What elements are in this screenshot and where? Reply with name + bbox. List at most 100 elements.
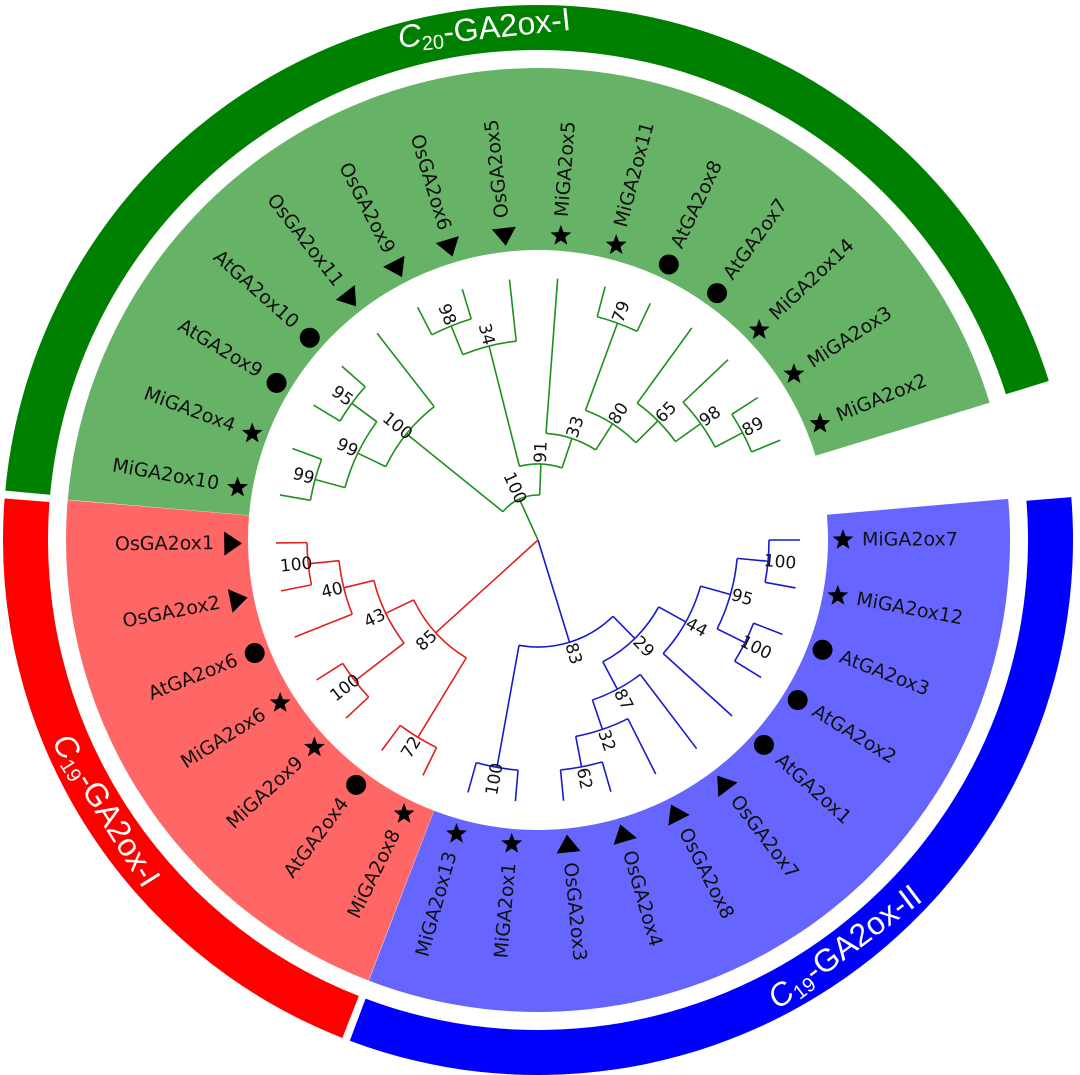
branch: [467, 762, 478, 793]
branch-arc: [575, 717, 629, 738]
branch-arc: [716, 558, 738, 630]
bootstrap-value: 87: [609, 686, 637, 714]
marker-star: [783, 363, 805, 384]
marker-triangle: [435, 236, 459, 257]
bootstrap-value: 100: [737, 632, 775, 664]
branch: [292, 447, 322, 461]
branch: [351, 402, 378, 423]
marker-triangle: [668, 804, 690, 826]
marker-circle: [299, 327, 320, 348]
marker-star: [832, 529, 854, 549]
branch-arc: [385, 406, 435, 467]
branch: [591, 699, 604, 730]
branch: [357, 452, 387, 468]
marker-star: [605, 234, 627, 255]
branch-arc: [462, 340, 517, 356]
branch: [279, 494, 311, 502]
bootstrap-value: 99: [333, 434, 361, 461]
marker-triangle: [383, 255, 405, 278]
leaf-label: MiGA2ox7: [862, 529, 958, 551]
branch: [764, 581, 796, 589]
branch: [385, 599, 415, 615]
marker-circle: [753, 734, 774, 755]
branch: [514, 770, 519, 802]
branch: [345, 696, 370, 719]
branch: [308, 559, 340, 565]
marker-circle: [266, 372, 287, 393]
branch-arc: [636, 402, 677, 443]
bootstrap-value: 100: [326, 670, 364, 706]
branch: [674, 422, 702, 443]
branch: [405, 433, 504, 513]
branch-arc: [602, 606, 660, 663]
marker-circle: [244, 643, 265, 664]
marker-circle: [658, 254, 679, 275]
branch: [612, 615, 636, 639]
clade-ring: [349, 497, 1073, 1075]
branch-arc: [502, 494, 540, 513]
branch-arc: [338, 560, 353, 615]
bootstrap-value: 43: [361, 605, 389, 632]
marker-circle: [707, 283, 728, 304]
marker-triangle: [335, 285, 357, 307]
branch: [538, 464, 542, 496]
branch: [559, 769, 565, 801]
marker-circle: [346, 774, 367, 795]
branch-arc: [733, 622, 755, 662]
bootstrap-value: 89: [739, 413, 767, 441]
branch: [488, 345, 521, 467]
marker-star: [748, 319, 770, 339]
branch: [658, 606, 687, 623]
leaf-label: OsGA2ox1: [115, 532, 214, 555]
branch: [417, 657, 467, 738]
branch: [639, 674, 698, 750]
bootstrap-value: 100: [378, 408, 416, 444]
branch: [508, 279, 518, 342]
marker-star: [501, 832, 523, 853]
marker-triangle: [227, 589, 248, 613]
clade-ring: [2, 498, 359, 1038]
bootstrap-value: 62: [572, 766, 596, 791]
branch: [461, 288, 472, 320]
branch: [596, 286, 606, 317]
clade-ring: [5, 5, 1049, 495]
clade-title-prefix: C: [396, 17, 424, 55]
branch: [753, 622, 783, 636]
branch: [700, 585, 731, 596]
branch: [627, 718, 657, 775]
branch: [354, 642, 405, 682]
bootstrap-value: 98: [696, 402, 725, 431]
branch-arc: [412, 599, 467, 659]
branch: [518, 498, 539, 541]
branch: [341, 365, 366, 388]
branch: [734, 660, 762, 679]
bootstrap-value: 100: [482, 761, 507, 796]
branch-arc: [373, 580, 405, 644]
bootstrap-value: 34: [474, 322, 499, 348]
branch: [313, 404, 341, 422]
branch: [435, 539, 539, 634]
bootstrap-value: 91: [531, 441, 552, 463]
bootstrap-value: 40: [319, 578, 345, 603]
branch: [450, 325, 464, 355]
bootstrap-value: 80: [605, 399, 634, 428]
branch: [376, 332, 435, 408]
marker-star: [393, 803, 415, 823]
marker-star: [241, 422, 263, 443]
clade-shading: [67, 67, 990, 516]
bootstrap-value: 83: [560, 640, 585, 667]
branch: [574, 736, 583, 768]
marker-triangle: [613, 824, 637, 845]
branch-arc: [519, 463, 563, 469]
branch: [602, 661, 619, 690]
bootstrap-value: 33: [563, 414, 589, 441]
branch: [636, 302, 652, 332]
marker-star: [227, 476, 249, 497]
branch: [545, 278, 559, 434]
branch-arc: [662, 585, 702, 655]
branch: [343, 579, 375, 589]
bootstrap-value: 95: [729, 585, 755, 610]
branch: [416, 306, 433, 336]
branch: [601, 761, 612, 792]
